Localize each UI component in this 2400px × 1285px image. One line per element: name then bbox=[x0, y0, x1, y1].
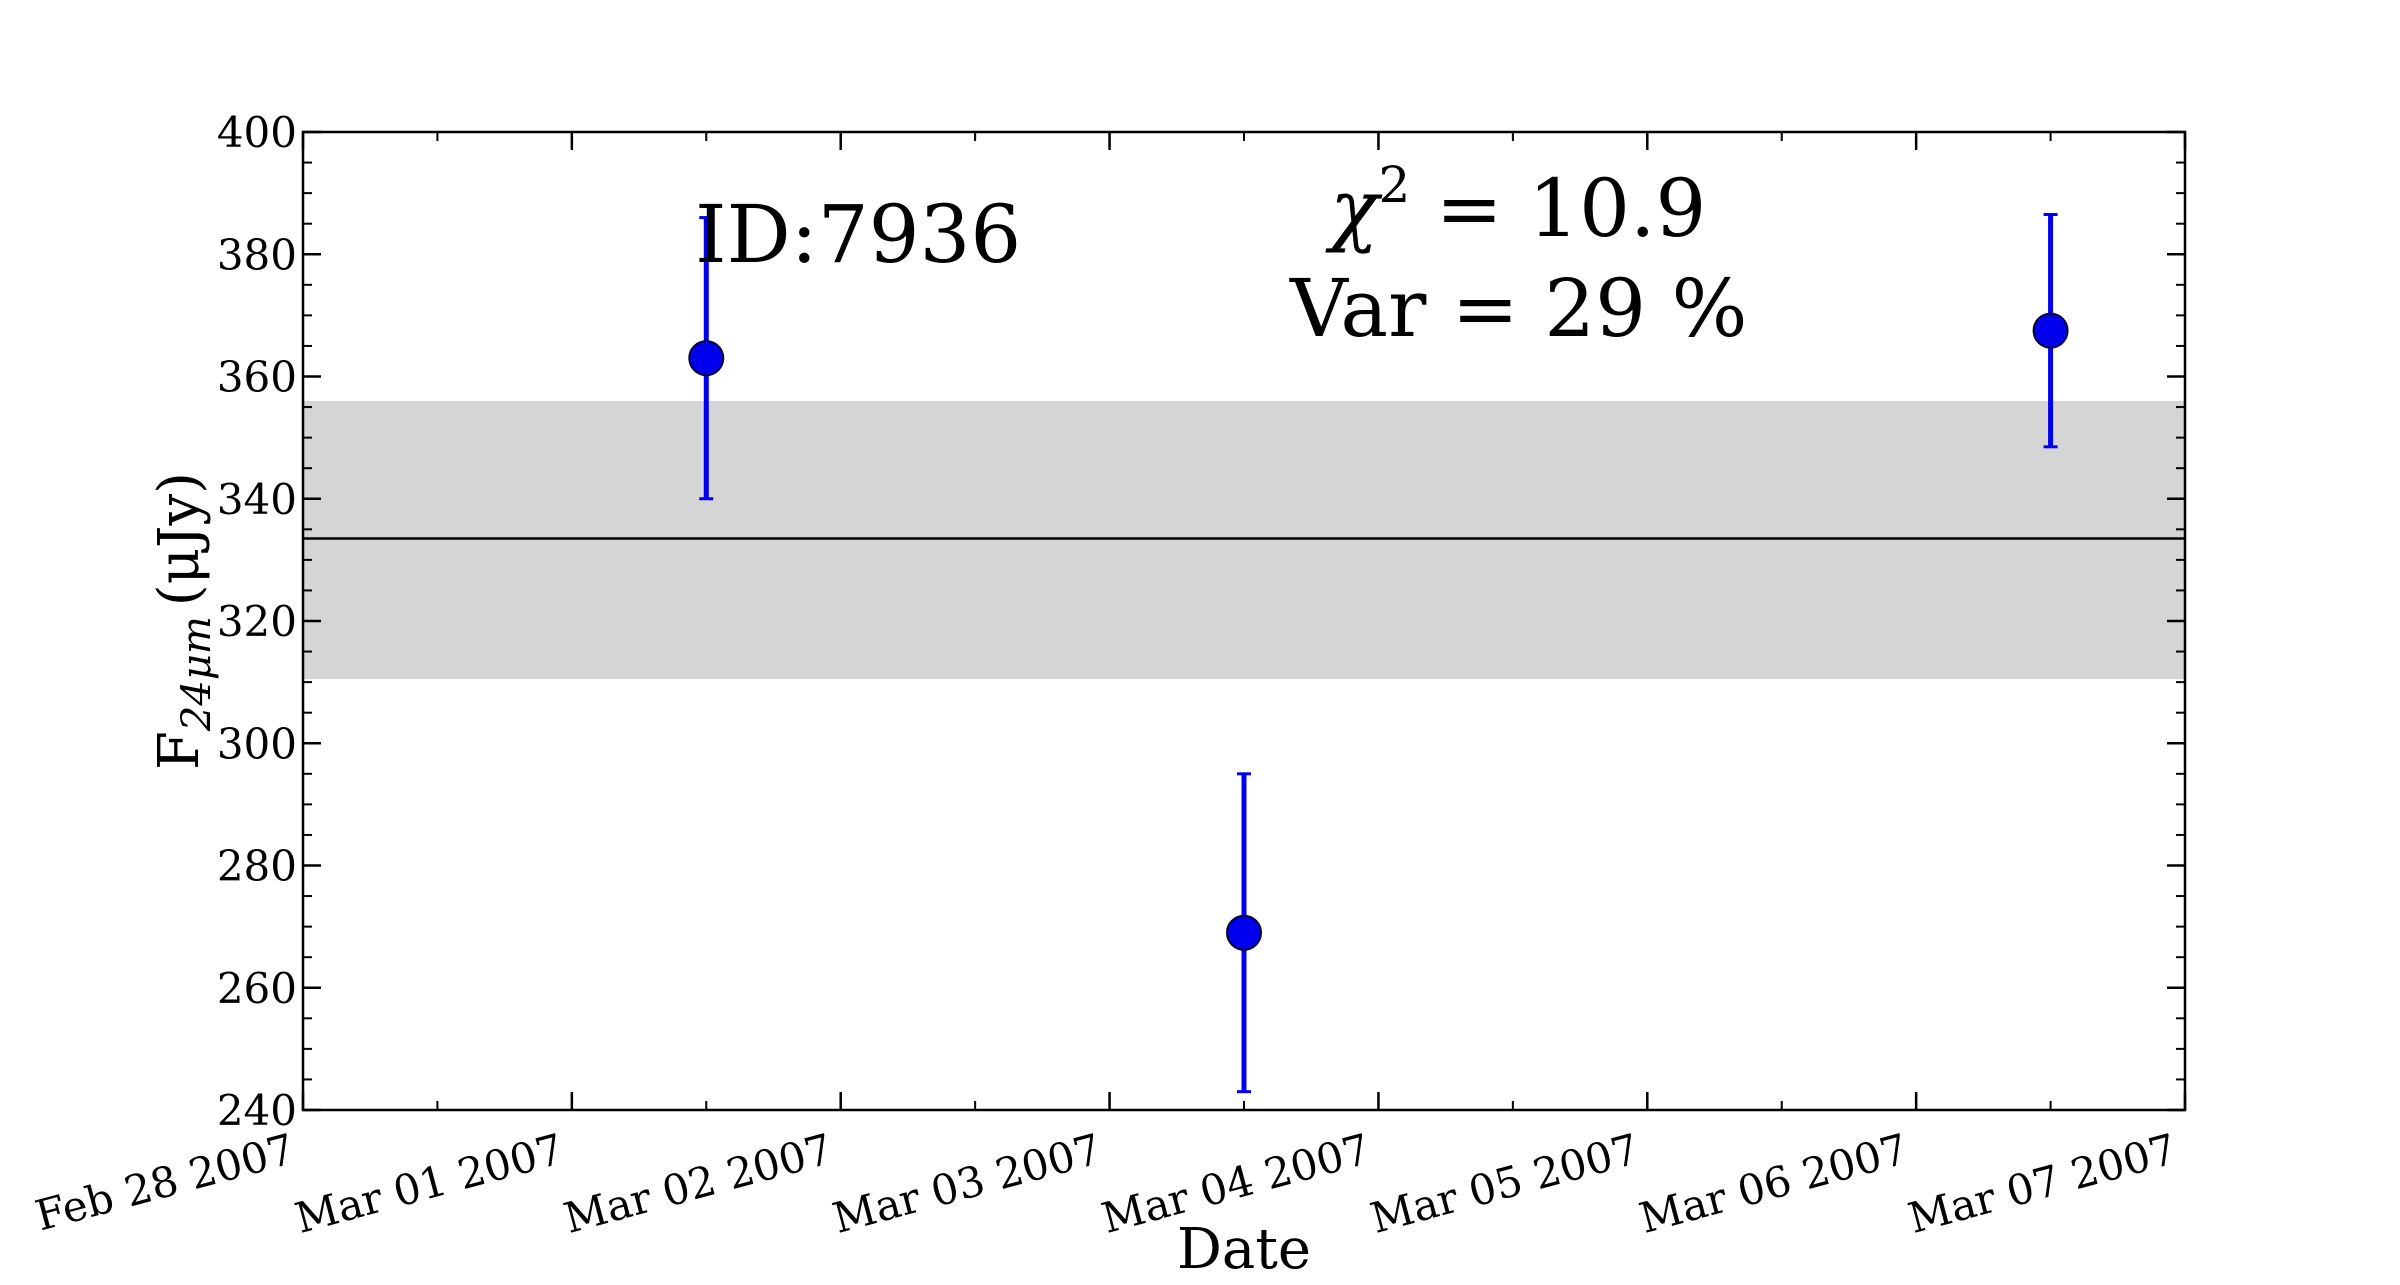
y-tick-labels: 240 260 280 300 320 340 360 380 400 bbox=[217, 108, 297, 1135]
y-tick-label: 360 bbox=[217, 353, 297, 402]
y-tick-label: 240 bbox=[217, 1086, 297, 1135]
y-tick-label: 300 bbox=[217, 719, 297, 768]
y-tick-label: 320 bbox=[217, 597, 297, 646]
shaded-band bbox=[303, 400, 2185, 680]
x-axis-title: Date bbox=[1177, 1217, 1311, 1282]
chi2-annotation: χ2 = 10.9 bbox=[1325, 156, 1706, 255]
chi2-power: 2 bbox=[1378, 156, 1410, 214]
y-axis-title-main: F bbox=[147, 731, 212, 770]
x-tick-label: Feb 28 2007 bbox=[30, 1124, 299, 1240]
y-tick-label: 260 bbox=[217, 964, 297, 1013]
y-axis-title-unit: (μJy) bbox=[147, 472, 212, 606]
x-tick-label: Mar 01 2007 bbox=[290, 1124, 568, 1243]
y-tick-label: 380 bbox=[217, 230, 297, 279]
data-point bbox=[2032, 312, 2069, 349]
id-annotation: ID:7936 bbox=[695, 188, 1021, 281]
y-tick-label: 280 bbox=[217, 842, 297, 891]
axis-ticks bbox=[301, 130, 2187, 1112]
y-tick-label: 400 bbox=[217, 108, 297, 157]
x-tick-label: Mar 05 2007 bbox=[1365, 1124, 1643, 1243]
chi2-symbol: χ bbox=[1325, 162, 1383, 255]
x-tick-label: Mar 02 2007 bbox=[559, 1124, 837, 1243]
data-point bbox=[688, 340, 725, 377]
plot-frame bbox=[301, 130, 2187, 1112]
x-tick-label: Mar 07 2007 bbox=[1903, 1124, 2181, 1243]
y-tick-label: 340 bbox=[217, 475, 297, 524]
var-annotation: Var = 29 % bbox=[1289, 262, 1748, 355]
data-point bbox=[1226, 914, 1262, 951]
chi2-value: = 10.9 bbox=[1410, 162, 1706, 255]
x-tick-label: Mar 06 2007 bbox=[1634, 1124, 1912, 1243]
y-axis-title: F24μm (μJy) bbox=[147, 472, 220, 770]
x-tick-label: Mar 03 2007 bbox=[828, 1124, 1106, 1243]
data-points bbox=[688, 213, 2069, 1094]
y-axis-title-subscript: 24μm bbox=[174, 616, 220, 732]
